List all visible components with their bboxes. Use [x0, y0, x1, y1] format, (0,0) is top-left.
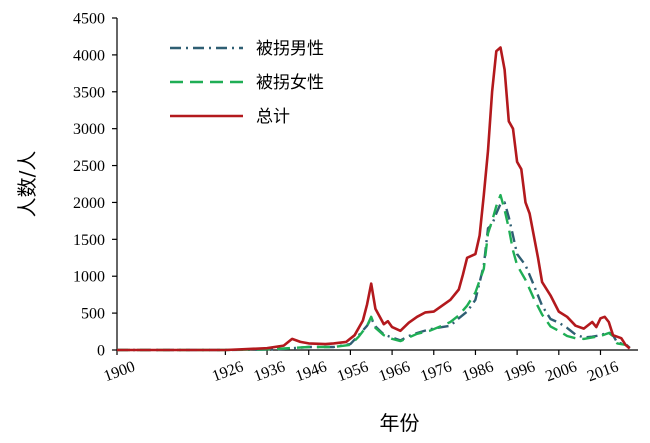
x-tick-label: 1976 [418, 358, 454, 385]
x-tick-label: 1936 [252, 358, 288, 385]
x-tick-label: 1956 [335, 358, 371, 385]
axes: 0 500 1000 1500 2000 2500 3000 3500 4000 4500 1900… [73, 11, 638, 385]
x-tick-label: 1946 [293, 358, 329, 385]
y-tick-label: 3500 [73, 84, 105, 101]
legend-label-3: 总计 [256, 107, 290, 127]
y-tick-label: 0 [97, 343, 105, 360]
series-line-3 [117, 46, 631, 352]
y-tick-label: 1500 [73, 232, 105, 249]
x-axis-title: 年份 [380, 411, 420, 435]
y-tick-label: 2500 [73, 158, 105, 175]
y-tick-label: 1000 [73, 269, 105, 286]
series-line-2 [117, 193, 631, 352]
y-tick-label: 4000 [73, 47, 105, 64]
x-tick-label: 1966 [377, 358, 413, 385]
y-tick-label: 4500 [73, 11, 105, 28]
x-tick-label: 1926 [210, 358, 246, 385]
x-tick-label: 2016 [585, 358, 621, 385]
x-tick-label: 2006 [543, 358, 579, 385]
y-axis-title: 人数/人 [15, 151, 39, 218]
x-tick-label: 1996 [502, 358, 538, 385]
series-lines [117, 46, 631, 352]
y-tick-label: 3000 [73, 121, 105, 138]
legend-label-2: 被拐女性 [256, 73, 324, 93]
legend-label-1: 被拐男性 [256, 39, 324, 59]
x-tick-label: 1986 [460, 358, 496, 385]
y-tick-label: 500 [81, 306, 105, 323]
y-tick-label: 2000 [73, 195, 105, 212]
x-tick-label: 1900 [102, 358, 138, 385]
